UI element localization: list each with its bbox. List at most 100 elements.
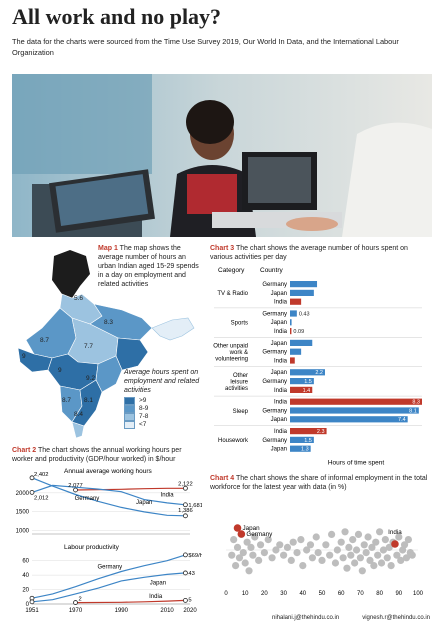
map-legend-title: Average hours spent on employment and re…	[124, 369, 200, 394]
country-label: Japan	[271, 291, 287, 297]
country-dot	[402, 554, 411, 562]
map-region-southeast	[71, 379, 103, 427]
series-point	[29, 599, 35, 605]
category-label: Other leisure activities	[225, 373, 249, 392]
x-tick-label: 1951	[25, 608, 39, 614]
country-dot	[232, 562, 240, 570]
x-tick-label: 50	[319, 591, 326, 597]
y-tick-label: 1500	[16, 510, 30, 516]
x-tick-label: 100	[413, 591, 424, 597]
country-label: Japan	[271, 370, 287, 376]
country-dot	[362, 549, 370, 557]
panel-title: Labour productivity	[64, 544, 120, 551]
country-dot	[264, 536, 272, 544]
map-value-label: 8.7	[40, 337, 49, 344]
bar-value-label: 7.4	[398, 417, 406, 423]
data-label: $69/hr	[188, 553, 202, 559]
country-label: India	[274, 388, 288, 394]
series-point	[29, 475, 35, 481]
bar	[290, 428, 327, 435]
bar-value-label: 8.1	[409, 408, 417, 414]
highlight-dot	[233, 524, 242, 532]
category-label: Other unpaid work & volunteering	[213, 343, 248, 362]
chart3-label: Chart 3	[210, 245, 235, 252]
country-dot	[358, 567, 366, 575]
bar	[290, 369, 325, 376]
bar	[290, 407, 419, 414]
category-label: TV & Radio	[217, 291, 248, 297]
country-label: Germany	[262, 311, 287, 317]
country-dot	[345, 543, 353, 551]
series-point	[183, 513, 188, 519]
chart2-title: The chart shows the annual working hours…	[12, 447, 182, 463]
page-subtitle: The data for the charts were sourced fro…	[12, 37, 399, 57]
series-label: Japan	[136, 500, 152, 506]
highlight-label: Japan	[243, 525, 261, 532]
chart3-bar-chart: Category Country Germany Japan India TV & Rad…	[213, 267, 422, 466]
country-dot	[364, 533, 372, 541]
map-region-northeast	[151, 317, 195, 341]
country-dot	[368, 543, 376, 551]
country-dot	[326, 551, 334, 559]
highlight-dot	[237, 530, 246, 538]
map-panel: Map 1 The map shows the average number o…	[12, 244, 208, 440]
country-dot	[354, 530, 363, 538]
bar-value-label: 0.09	[293, 329, 304, 335]
map-value-label: 5.6	[74, 295, 83, 302]
country-label: Germany	[262, 282, 287, 288]
country-dot	[230, 536, 238, 544]
country-dot	[339, 554, 347, 562]
country-dot	[379, 546, 388, 554]
photo-illustration	[12, 74, 432, 237]
series-point	[183, 552, 188, 558]
highlight-label: Germany	[246, 531, 273, 538]
bar	[290, 281, 318, 288]
map-value-label: 9.2	[86, 375, 95, 382]
country-dot	[289, 538, 297, 546]
legend-item: 8-9	[124, 405, 208, 413]
country-label: India	[274, 358, 288, 364]
country-dot	[343, 564, 351, 572]
bar-value-label: 1.4	[303, 388, 311, 394]
country-dot	[256, 541, 265, 549]
x-tick-label: 70	[357, 591, 364, 597]
country-dot	[280, 551, 288, 559]
country-dot	[245, 567, 253, 575]
series-point	[183, 502, 188, 508]
map-legend: Average hours spent on employment and re…	[124, 368, 208, 429]
legend-swatch	[124, 421, 135, 429]
country-label: India	[274, 329, 288, 335]
map-region-west	[25, 307, 77, 359]
country-label: Germany	[262, 408, 287, 414]
x-axis-label: Hours of time spent	[328, 459, 385, 466]
bar	[290, 436, 314, 443]
series-point	[29, 489, 35, 495]
data-label: 2,077	[68, 483, 83, 489]
credits: nihalani.j@thehindu.co.in vignesh.r@theh…	[12, 615, 430, 625]
country-dot	[255, 556, 263, 564]
bar-value-label: 0.43	[299, 311, 310, 317]
bar-value-label: 2.3	[317, 429, 325, 435]
map-region-southtip	[71, 421, 85, 439]
country-dot	[351, 559, 359, 567]
highlight-dot	[391, 540, 399, 548]
bar	[290, 348, 302, 355]
country-dot	[303, 546, 311, 554]
country-dot	[383, 554, 391, 562]
bar-value-label: 2.2	[315, 370, 323, 376]
data-label: 2,402	[34, 472, 49, 478]
series-line	[31, 554, 186, 599]
map-value-label: 8.4	[74, 411, 83, 418]
chart3-title: The chart shows the average number of ho…	[210, 245, 408, 261]
country-dot	[397, 556, 405, 564]
category-label: Sports	[231, 321, 248, 327]
country-label: India	[274, 429, 288, 435]
y-tick-label: 60	[22, 559, 29, 565]
country-label: Japan	[271, 341, 287, 347]
chart2-line-charts: Annual average working hours 1000 1500 2000…	[16, 468, 202, 614]
country-dot	[385, 543, 393, 551]
series-label: India	[161, 492, 175, 498]
country-dot	[393, 551, 401, 559]
series-point	[183, 570, 188, 576]
